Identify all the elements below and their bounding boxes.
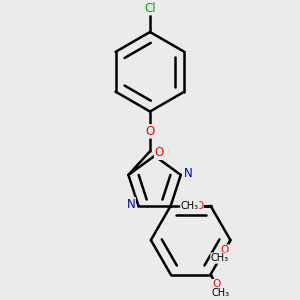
- Text: CH₃: CH₃: [211, 253, 229, 263]
- Text: O: O: [220, 245, 229, 255]
- Text: N: N: [184, 167, 193, 180]
- Text: CH₃: CH₃: [212, 288, 230, 298]
- Text: Cl: Cl: [144, 2, 156, 15]
- Text: O: O: [154, 146, 164, 159]
- Text: O: O: [212, 280, 220, 290]
- Text: O: O: [146, 125, 154, 138]
- Text: N: N: [126, 198, 135, 211]
- Text: CH₃: CH₃: [181, 201, 199, 211]
- Text: O: O: [195, 201, 203, 211]
